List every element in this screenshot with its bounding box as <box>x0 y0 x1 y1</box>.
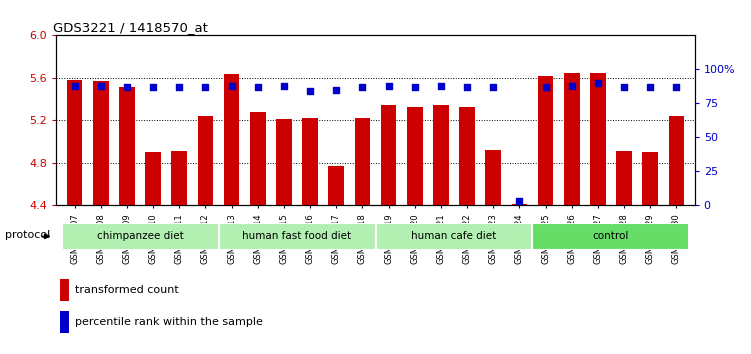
Text: human cafe diet: human cafe diet <box>412 231 496 241</box>
Bar <box>459 107 475 205</box>
Bar <box>219 223 376 250</box>
Point <box>382 83 394 88</box>
Text: chimpanzee diet: chimpanzee diet <box>97 231 183 241</box>
Bar <box>119 87 135 205</box>
Bar <box>407 107 423 205</box>
Bar <box>354 118 370 205</box>
Bar <box>616 151 632 205</box>
Bar <box>381 105 397 205</box>
Text: transformed count: transformed count <box>75 285 179 296</box>
Text: human fast food diet: human fast food diet <box>243 231 351 241</box>
Bar <box>433 105 449 205</box>
Bar <box>376 223 532 250</box>
Text: control: control <box>593 231 629 241</box>
Point <box>644 84 656 90</box>
Point <box>592 80 604 86</box>
Point <box>671 84 683 90</box>
Point <box>278 83 290 88</box>
Point <box>487 84 499 90</box>
Bar <box>60 311 70 333</box>
Point <box>409 84 421 90</box>
Bar <box>642 152 658 205</box>
Bar <box>276 119 292 205</box>
Point <box>435 83 447 88</box>
Bar <box>62 223 219 250</box>
Text: percentile rank within the sample: percentile rank within the sample <box>75 317 263 327</box>
Bar <box>250 112 266 205</box>
Text: protocol: protocol <box>5 230 50 240</box>
Point <box>225 83 237 88</box>
Bar <box>328 166 344 205</box>
Point <box>618 84 630 90</box>
Bar <box>198 116 213 205</box>
Bar <box>145 152 161 205</box>
Point <box>200 84 212 90</box>
Bar <box>532 223 689 250</box>
Point <box>357 84 369 90</box>
Bar <box>93 81 109 205</box>
Bar <box>511 204 527 205</box>
Bar <box>538 76 553 205</box>
Bar <box>564 73 580 205</box>
Bar <box>60 279 70 301</box>
Point <box>330 87 342 93</box>
Bar <box>668 116 684 205</box>
Point <box>252 84 264 90</box>
Point <box>68 83 80 88</box>
Point <box>539 84 551 90</box>
Point <box>147 84 159 90</box>
Bar <box>590 73 606 205</box>
Text: GDS3221 / 1418570_at: GDS3221 / 1418570_at <box>53 21 208 34</box>
Point <box>173 84 185 90</box>
Bar <box>224 74 240 205</box>
Bar <box>302 118 318 205</box>
Point <box>566 83 578 88</box>
Point <box>95 83 107 88</box>
Point <box>121 84 133 90</box>
Point <box>304 88 316 94</box>
Bar <box>171 151 187 205</box>
Bar <box>67 80 83 205</box>
Point <box>514 198 526 204</box>
Point <box>461 84 473 90</box>
Bar <box>485 150 501 205</box>
